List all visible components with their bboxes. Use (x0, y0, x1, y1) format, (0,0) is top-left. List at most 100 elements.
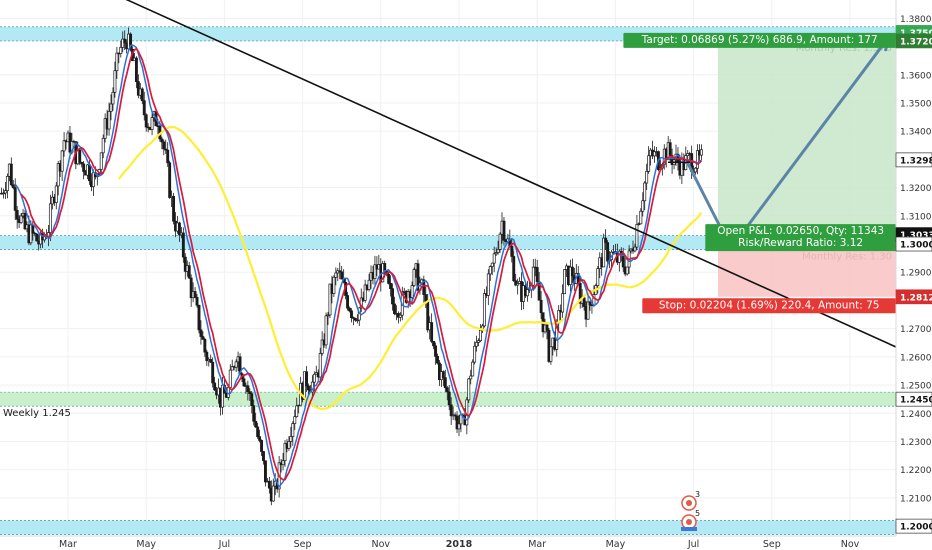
profit-zone[interactable] (718, 40, 896, 235)
candle-body (140, 88, 144, 102)
economic-event-icon-dot (686, 500, 692, 506)
candle-body (351, 317, 355, 319)
candle-body (187, 265, 191, 279)
price-axis-background (896, 0, 932, 536)
candle-body (696, 150, 699, 169)
time-tick-label: Nov (372, 539, 391, 550)
candle-body (48, 203, 52, 233)
candle-body (653, 151, 656, 157)
price-tag[interactable] (895, 236, 932, 252)
candle-body (220, 384, 224, 408)
candle-body (633, 246, 637, 252)
price-axis[interactable]: 1.21000 1.22000 1.23000 1.24000 1.25000 1.260… (895, 0, 932, 536)
price-tag[interactable] (895, 391, 932, 407)
price-tag[interactable] (895, 289, 932, 305)
candle-body (201, 336, 205, 340)
event-icons[interactable]: 35 (681, 490, 700, 531)
candle-body (252, 405, 256, 422)
price-tick-label: 1.24000 (900, 410, 932, 420)
moving-averages (14, 44, 703, 488)
candle-body (13, 187, 17, 211)
candle-body (363, 284, 367, 301)
candle-body (455, 415, 459, 430)
long-position-tool[interactable] (718, 40, 896, 297)
time-tick-label: Mar (528, 539, 546, 550)
price-tick-label: 1.29000 (900, 269, 932, 279)
candle-body (211, 361, 215, 384)
candle-body (281, 460, 285, 466)
candle-body (88, 164, 91, 182)
candle-body (287, 441, 291, 449)
candle-body (144, 114, 148, 128)
candle-body (293, 416, 297, 424)
candle-body (367, 279, 371, 290)
moving-average-line (14, 44, 702, 488)
price-tag[interactable] (895, 518, 932, 534)
candle-body (111, 91, 115, 105)
candle-body (297, 404, 301, 407)
candle-body (348, 307, 351, 312)
candle-body (549, 346, 553, 362)
price-tag-text: 1.37202 (900, 37, 932, 47)
candle-body (19, 215, 23, 223)
candle-body (166, 149, 170, 164)
moving-average-line (20, 47, 703, 481)
candle-body (164, 148, 168, 151)
price-tag[interactable] (895, 152, 932, 168)
price-tag[interactable] (895, 33, 932, 49)
candle-body (162, 141, 166, 150)
candle-body (142, 100, 146, 116)
open-pl-label-text: Risk/Reward Ratio: 3.12 (738, 237, 863, 249)
candle-body (516, 283, 520, 286)
candle-body (9, 163, 13, 186)
candle-body (535, 267, 539, 283)
candle-body (56, 163, 60, 187)
candle-body (668, 142, 672, 156)
candle-body (136, 81, 140, 96)
candle-body (498, 233, 502, 250)
candle-body (338, 270, 342, 273)
candle-body (258, 436, 262, 441)
candle-body (561, 293, 565, 313)
candle-body (324, 315, 328, 346)
candle-body (262, 451, 265, 462)
candle-body (189, 277, 193, 299)
candle-body (256, 426, 260, 437)
candle-body (570, 266, 574, 277)
zone-band (0, 520, 896, 535)
candle-body (582, 297, 586, 307)
candle-body (99, 152, 103, 170)
candle-body (172, 195, 176, 222)
candle-body (453, 414, 457, 417)
candle-body (195, 297, 199, 306)
candle-body (412, 269, 416, 286)
price-tick-label: 1.34000 (900, 128, 932, 138)
open-pl-label (705, 224, 896, 252)
time-axis[interactable]: Mar May Jul Sep Nov 2018 Mar May Jul Sep Nov (0, 535, 932, 550)
candle-body (134, 57, 138, 83)
candle-body (123, 38, 127, 44)
candle-body (353, 318, 357, 321)
candle-body (264, 460, 267, 483)
candle-body (43, 236, 46, 241)
descending-trendline[interactable] (66, 0, 897, 348)
candle-body (434, 345, 437, 357)
candle-body (168, 162, 172, 198)
candle-body (181, 232, 185, 258)
candle-body (54, 185, 58, 203)
trendline[interactable] (66, 0, 897, 348)
candle-body (436, 356, 439, 364)
candle-body (199, 329, 203, 337)
candle-body (250, 393, 254, 407)
candle-body (699, 149, 703, 156)
economic-event-icon-dot (686, 519, 692, 525)
candle-body (602, 237, 606, 268)
candle-body (340, 271, 344, 280)
target-label (623, 32, 896, 48)
time-tick-label: Sep (294, 539, 312, 550)
candle-body (604, 237, 608, 243)
price-tick-label: 1.22000 (900, 466, 932, 476)
price-tick-label: 1.26000 (900, 353, 932, 363)
candle-body (430, 322, 434, 342)
